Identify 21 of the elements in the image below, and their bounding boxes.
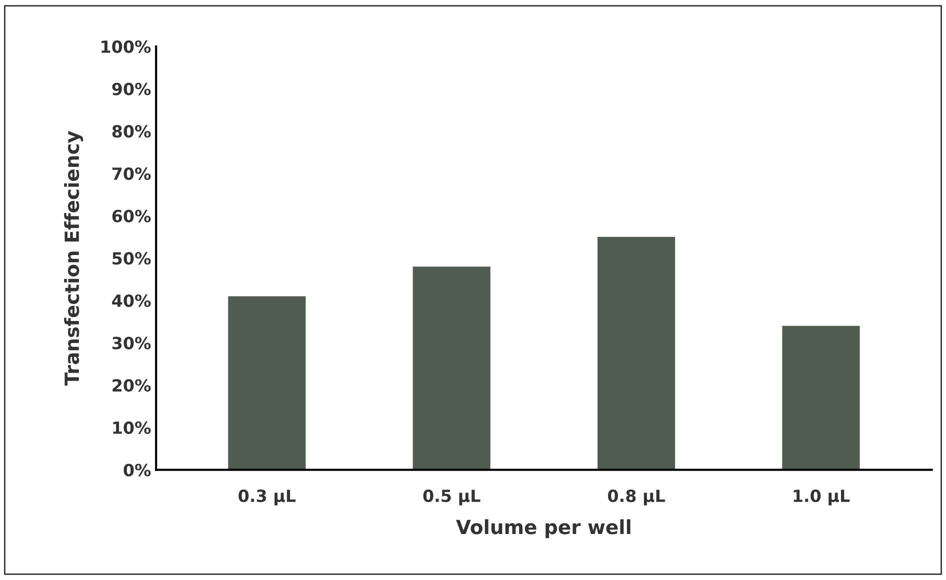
y-tick-label: 80% (112, 125, 151, 138)
y-tick-label: 40% (112, 294, 151, 308)
y-tick-label: 60% (112, 210, 151, 222)
y-axis-title: Transfection Effeciency (64, 130, 84, 386)
y-tick-label: 100% (102, 40, 151, 53)
bar (412, 266, 490, 470)
y-tick-label: 50% (112, 252, 151, 265)
bar (598, 236, 676, 470)
y-tick-label: 0% (124, 464, 151, 476)
y-tick-label: 10% (113, 421, 151, 434)
x-tick-label: 0.3 µL (238, 490, 296, 506)
x-tick-label: 0.5 µL (423, 490, 480, 506)
y-tick-label: 90% (112, 82, 151, 96)
x-tick-label: 1.0 µL (794, 490, 850, 506)
y-tick-label: 30% (112, 336, 151, 350)
bar (228, 296, 306, 470)
bar (782, 326, 860, 470)
y-tick-label: 20% (112, 379, 151, 392)
y-tick-label: 70% (112, 167, 151, 180)
x-axis-title: Volume per well (456, 519, 630, 538)
x-tick-label: 0.8 µL (608, 490, 665, 506)
